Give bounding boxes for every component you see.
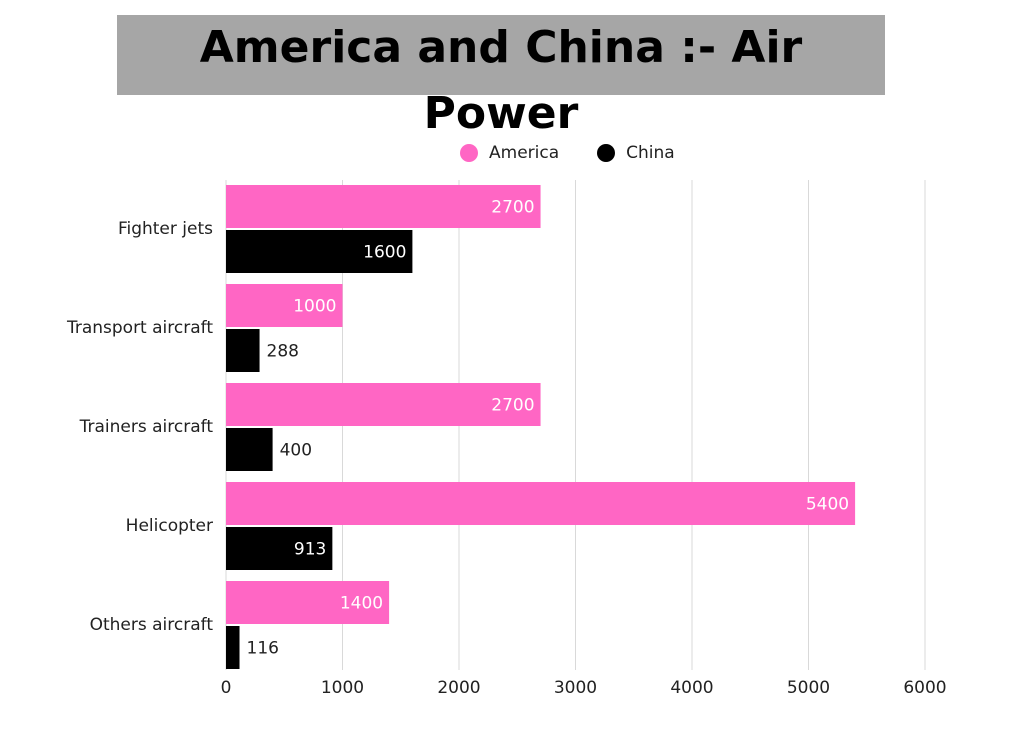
category-label: Transport aircraft xyxy=(66,318,213,338)
category-label: Helicopter xyxy=(126,516,213,536)
data-label-china: 288 xyxy=(267,342,299,362)
data-label-china: 116 xyxy=(247,639,279,659)
x-tick-label-3000: 3000 xyxy=(554,678,597,698)
data-label-america: 1400 xyxy=(340,594,383,614)
bar-america xyxy=(226,284,343,327)
category-label: Trainers aircraft xyxy=(79,417,214,437)
bar-china xyxy=(226,230,413,273)
bar-china xyxy=(226,428,273,471)
chart-title: America and China :- Air Power xyxy=(199,22,803,139)
bar-china xyxy=(226,626,240,669)
x-tick-label-0: 0 xyxy=(221,678,232,698)
legend-item-america: America xyxy=(460,143,559,163)
data-label-china: 1600 xyxy=(363,243,406,263)
bar-america xyxy=(226,383,541,426)
bar-america xyxy=(226,185,541,228)
x-tick-label-4000: 4000 xyxy=(670,678,713,698)
category-label: Fighter jets xyxy=(118,219,213,239)
bar-america xyxy=(226,581,390,624)
bar-china xyxy=(226,329,260,372)
x-tick-label-5000: 5000 xyxy=(787,678,830,698)
x-tick-label-6000: 6000 xyxy=(903,678,946,698)
data-label-china: 913 xyxy=(294,540,326,560)
bar-china xyxy=(226,527,333,570)
legend-swatch-china xyxy=(597,144,616,162)
category-label: Others aircraft xyxy=(90,615,214,635)
legend-swatch-america xyxy=(460,144,478,162)
x-tick-label-2000: 2000 xyxy=(437,678,480,698)
data-label-china: 400 xyxy=(280,441,312,461)
data-label-america: 2700 xyxy=(491,198,534,218)
data-label-america: 1000 xyxy=(293,297,336,317)
legend-label-america: America xyxy=(489,143,560,163)
x-tick-label-1000: 1000 xyxy=(321,678,364,698)
chart-title-box: America and China :- Air Power xyxy=(117,15,885,139)
legend: America China xyxy=(460,140,713,166)
data-label-america: 5400 xyxy=(806,495,849,515)
bar-america xyxy=(226,482,856,525)
data-label-america: 2700 xyxy=(491,396,534,416)
legend-label-china: China xyxy=(626,143,675,163)
legend-item-china: China xyxy=(597,143,675,163)
